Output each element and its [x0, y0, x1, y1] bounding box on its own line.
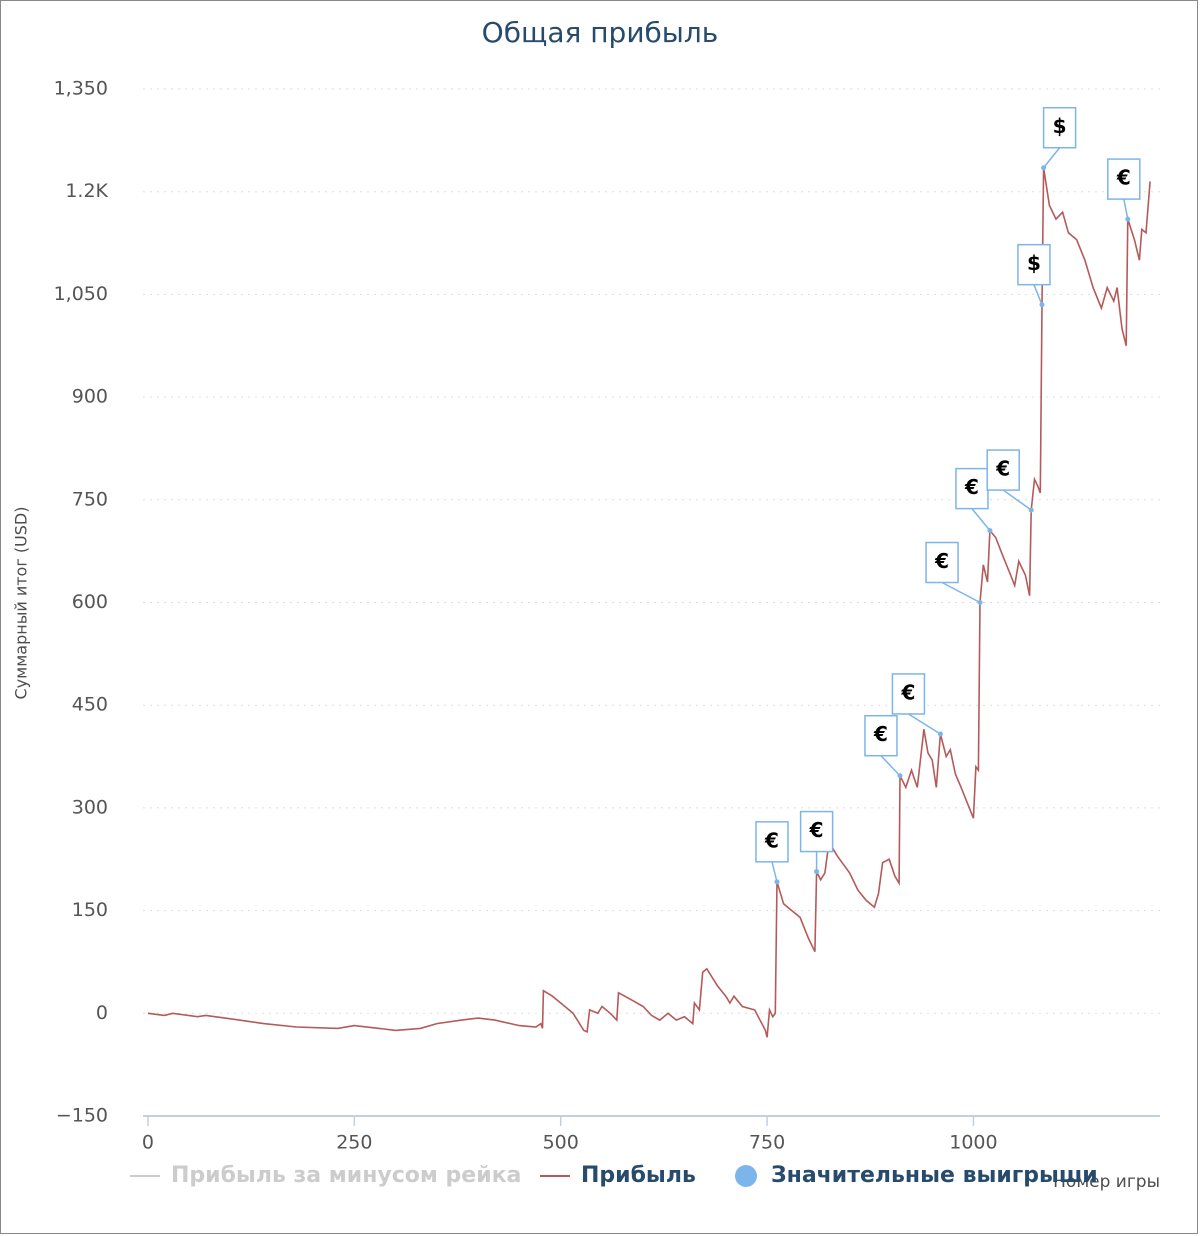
- label-connector: [1002, 489, 1032, 511]
- y-tick-label: 1.2K: [65, 180, 108, 202]
- label-connector: [941, 581, 981, 604]
- legend-symbol: [735, 1165, 757, 1187]
- win-point: [1028, 507, 1034, 513]
- label-connector: [1033, 284, 1043, 305]
- win-label: $: [1053, 114, 1067, 138]
- label-box: [799, 810, 834, 853]
- y-axis-title: Суммарный итог (USD): [12, 507, 31, 700]
- x-tick-label: 1000: [949, 1132, 997, 1154]
- win-point: [1039, 302, 1045, 308]
- label-connector: [880, 755, 901, 777]
- label-box: [755, 821, 789, 863]
- win-label: €: [995, 457, 1010, 481]
- label-box: [1042, 106, 1077, 149]
- x-axis-title: Номер игры: [1053, 1172, 1160, 1192]
- label-connector: [771, 861, 778, 883]
- label-connector: [908, 713, 941, 735]
- x-tick-label: 500: [543, 1132, 579, 1154]
- label-box: [955, 467, 989, 510]
- legend-label: Прибыль за минусом рейка: [171, 1163, 521, 1188]
- legend-item[interactable]: Прибыль за минусом рейка: [130, 1163, 521, 1188]
- label-box: [925, 541, 959, 584]
- legend-label: Значительные выигрыши: [771, 1163, 1098, 1188]
- label-box: [891, 673, 926, 715]
- win-label: €: [900, 680, 915, 704]
- label-box: [864, 714, 898, 757]
- x-tick-label: 750: [749, 1132, 785, 1154]
- y-tick-label: 150: [72, 899, 108, 921]
- legend-item[interactable]: Значительные выигрыши: [735, 1163, 1098, 1188]
- y-tick-label: 0: [96, 1002, 108, 1024]
- win-point: [774, 879, 780, 885]
- legend-item[interactable]: Прибыль: [540, 1163, 696, 1188]
- win-point: [1041, 165, 1047, 171]
- y-tick-label: 900: [72, 386, 108, 408]
- win-label: €: [964, 475, 979, 499]
- win-label: €: [764, 828, 779, 852]
- win-label: €: [873, 722, 888, 746]
- win-label: €: [1116, 166, 1131, 190]
- win-point: [987, 528, 993, 534]
- legend-label: Прибыль: [581, 1163, 696, 1188]
- profit-line: [147, 167, 1151, 1038]
- y-tick-label: 600: [72, 591, 108, 613]
- win-point: [977, 600, 983, 605]
- chart-title: Общая прибыль: [482, 16, 719, 49]
- label-box: [1017, 243, 1051, 286]
- win-point: [814, 869, 820, 875]
- y-tick-label: 750: [72, 488, 108, 510]
- label-box: [986, 449, 1020, 491]
- y-tick-label: 1,050: [54, 283, 108, 305]
- label-connector: [1043, 147, 1061, 169]
- x-tick-label: 0: [142, 1132, 154, 1154]
- y-tick-label: 1,350: [54, 78, 108, 100]
- win-point: [1125, 216, 1131, 222]
- label-box: [1107, 158, 1141, 200]
- win-label: $: [1027, 251, 1041, 275]
- win-point: [937, 731, 943, 737]
- win-point: [897, 773, 903, 779]
- x-tick-label: 250: [336, 1132, 372, 1154]
- y-tick-label: 450: [72, 694, 108, 716]
- label-connector: [1123, 198, 1129, 220]
- win-label: €: [809, 818, 824, 842]
- label-connector: [971, 508, 991, 532]
- y-tick-label: −150: [56, 1105, 108, 1127]
- win-label: €: [934, 549, 949, 573]
- y-tick-label: 300: [72, 796, 108, 818]
